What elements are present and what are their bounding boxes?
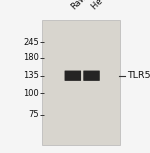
FancyBboxPatch shape [64,71,81,81]
Text: TLR5: TLR5 [128,71,150,80]
Text: 180: 180 [23,53,39,62]
Text: 75: 75 [28,110,39,119]
Bar [42,20,120,145]
Text: He la: He la [90,0,112,11]
Text: 245: 245 [23,38,39,47]
Text: Raw264.7: Raw264.7 [69,0,105,11]
FancyBboxPatch shape [83,71,100,81]
Text: 100: 100 [23,89,39,98]
Text: 135: 135 [23,71,39,80]
